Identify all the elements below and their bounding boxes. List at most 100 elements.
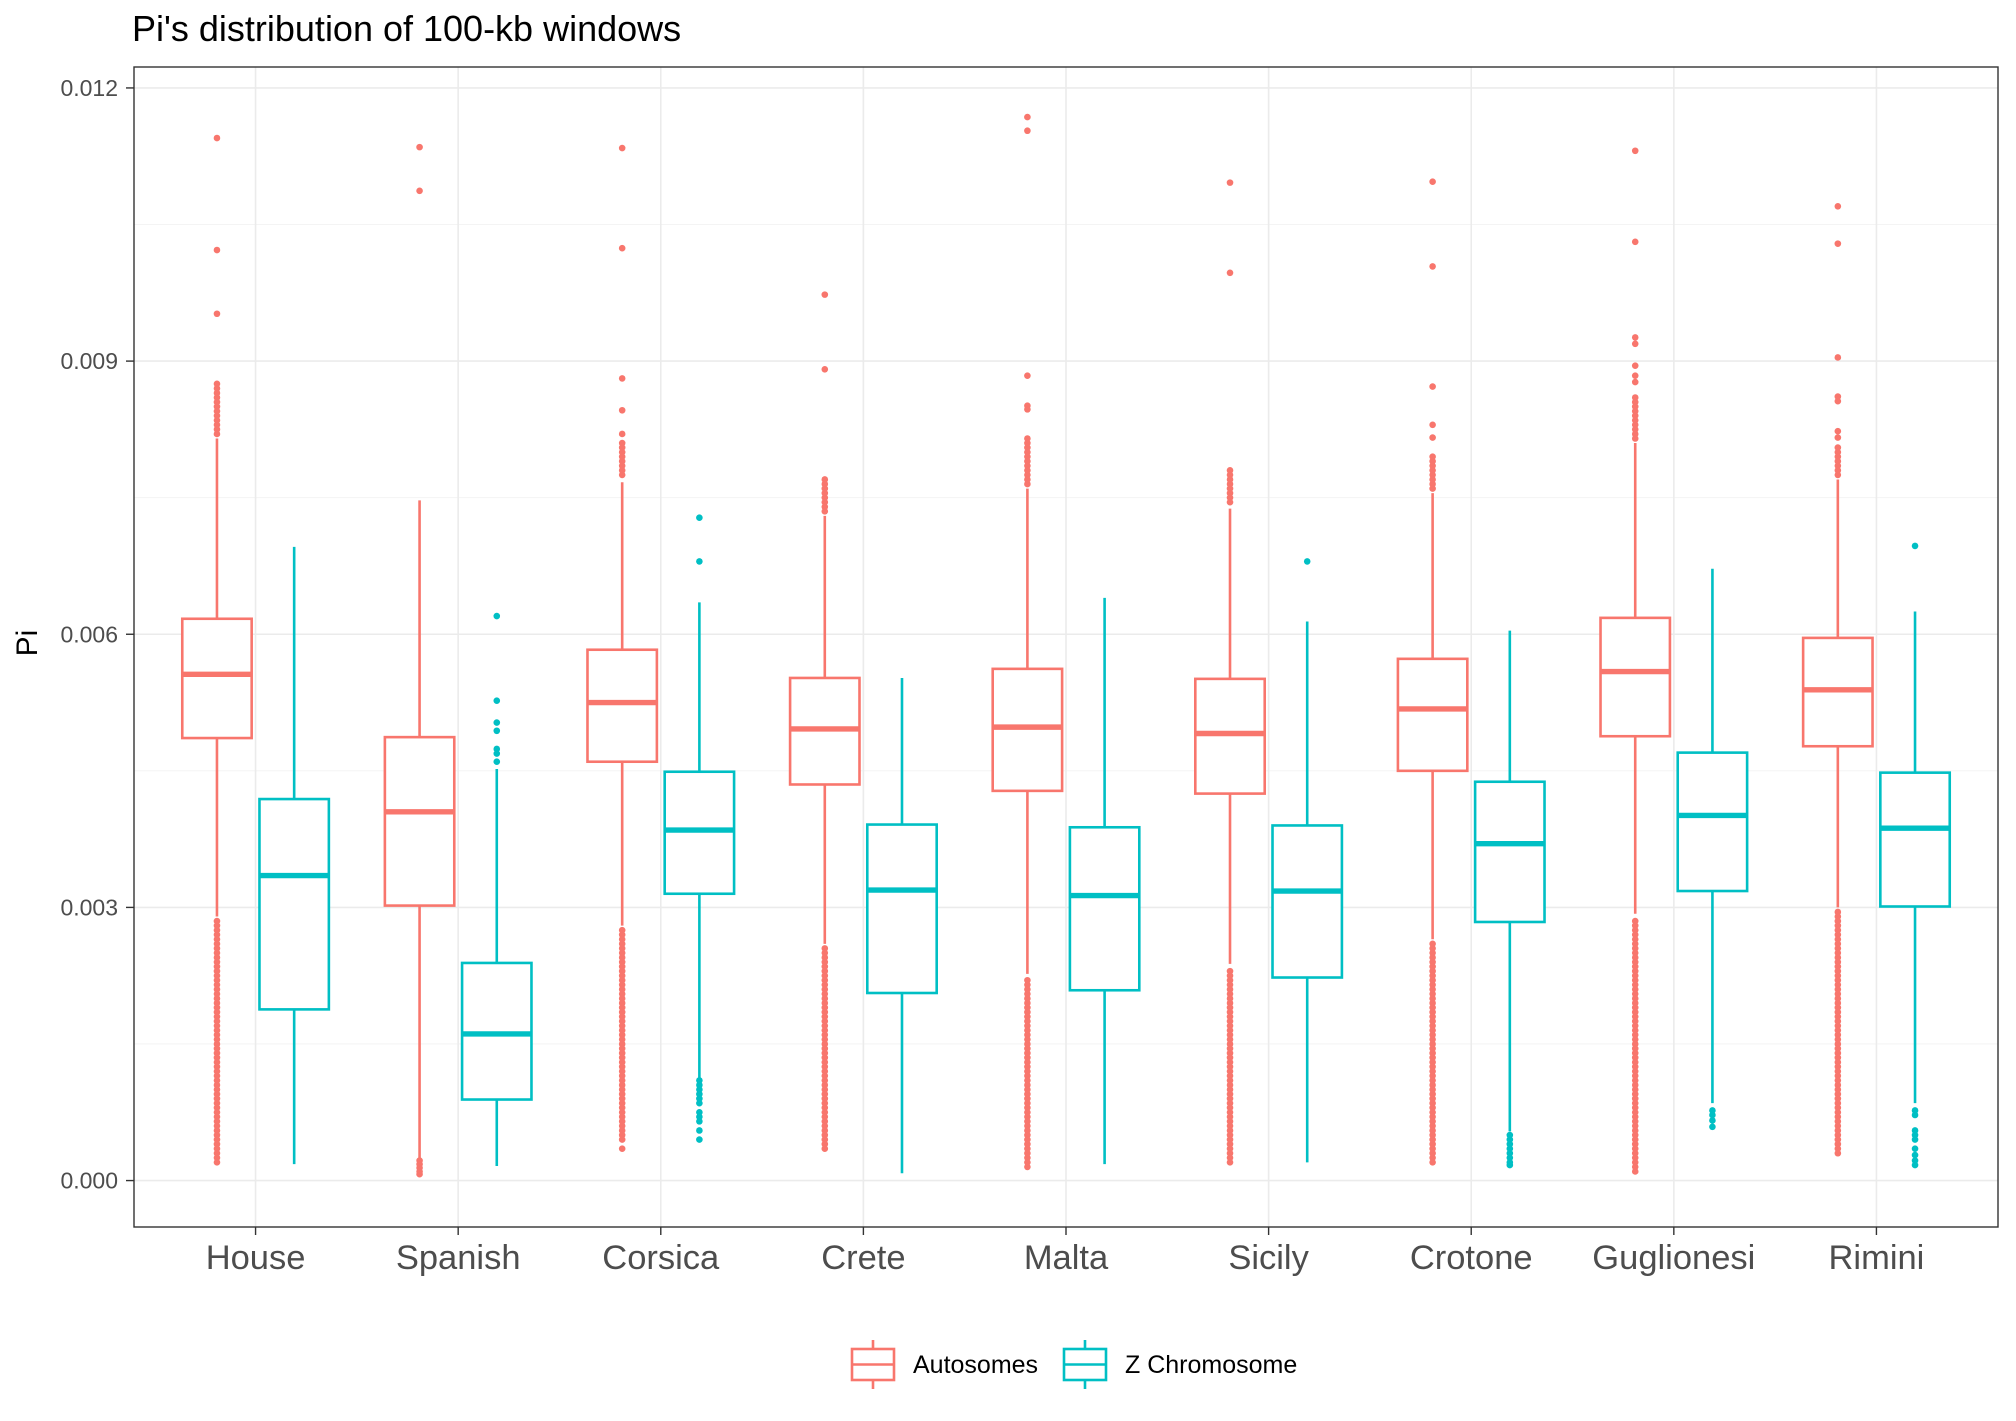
outlier-point xyxy=(1506,1161,1514,1169)
outlier-point xyxy=(213,310,221,318)
outlier-point xyxy=(213,1045,221,1052)
outlier-point xyxy=(618,1118,626,1125)
outlier-point xyxy=(1226,1149,1234,1157)
outlier-point xyxy=(1024,1072,1031,1080)
outlier-point xyxy=(493,719,501,726)
outlier-point xyxy=(1834,1068,1842,1075)
outlier-point xyxy=(1024,1104,1031,1112)
outlier-point xyxy=(696,1113,703,1121)
x-tick-label: Malta xyxy=(1024,1239,1109,1277)
outlier-point xyxy=(696,514,703,522)
outlier-point xyxy=(1429,949,1436,957)
outlier-point xyxy=(1506,1149,1514,1157)
outlier-point xyxy=(821,1090,829,1098)
outlier-point xyxy=(1226,1049,1234,1057)
outlier-point xyxy=(1631,1140,1639,1148)
outlier-point xyxy=(618,931,626,939)
outlier-point xyxy=(1834,976,1842,984)
outlier-point xyxy=(1911,1131,1919,1139)
outlier-point xyxy=(821,503,829,511)
outlier-point xyxy=(821,1140,829,1148)
outlier-point xyxy=(821,1127,829,1134)
outlier-point xyxy=(1631,990,1639,998)
outlier-point xyxy=(1226,1086,1234,1093)
outlier-point xyxy=(1631,922,1639,929)
outlier-point xyxy=(1226,990,1234,998)
outlier-point xyxy=(1631,1040,1639,1048)
outlier-point xyxy=(1024,1140,1031,1148)
outlier-point xyxy=(213,967,221,975)
outlier-point xyxy=(213,426,221,433)
box-autosomes-house xyxy=(180,617,253,740)
outlier-point xyxy=(213,1108,221,1116)
outlier-point xyxy=(618,1004,626,1011)
outlier-point xyxy=(1631,1013,1639,1020)
outlier-point xyxy=(1709,1111,1716,1119)
outlier-point xyxy=(1024,981,1031,989)
outlier-point xyxy=(696,1090,703,1098)
outlier-point xyxy=(213,416,221,424)
outlier-point xyxy=(821,999,829,1007)
outlier-point xyxy=(618,954,626,961)
outlier-point xyxy=(1024,1159,1031,1166)
outlier-point xyxy=(1429,1104,1436,1112)
outlier-point xyxy=(1834,1095,1842,1102)
outlier-point xyxy=(1631,1104,1639,1112)
outlier-point xyxy=(1631,976,1639,984)
outlier-point xyxy=(1631,1131,1639,1139)
outlier-point xyxy=(1631,1068,1639,1075)
outlier-point xyxy=(1631,398,1639,406)
outlier-point xyxy=(213,1068,221,1075)
outlier-point xyxy=(213,931,221,939)
outlier-point xyxy=(821,1063,829,1071)
outlier-point xyxy=(1226,1108,1234,1116)
outlier-point xyxy=(1429,457,1436,465)
outlier-point xyxy=(1226,1090,1234,1098)
outlier-point xyxy=(1631,416,1639,424)
outlier-point xyxy=(1226,972,1234,979)
outlier-point xyxy=(618,1022,626,1030)
outlier-point xyxy=(618,958,626,966)
outlier-point xyxy=(1631,430,1639,438)
outlier-point xyxy=(1226,976,1234,984)
outlier-point xyxy=(1429,1159,1436,1166)
outlier-point xyxy=(1429,999,1436,1007)
outlier-point xyxy=(821,1072,829,1080)
outlier-point xyxy=(618,462,626,470)
outlier-point xyxy=(1834,1104,1842,1112)
outlier-point xyxy=(1429,1068,1436,1075)
outlier-point xyxy=(1024,995,1031,1002)
outlier-point xyxy=(1631,986,1639,993)
outlier-point xyxy=(618,1095,626,1102)
outlier-point xyxy=(1709,1123,1716,1131)
outlier-point xyxy=(213,1031,221,1039)
outlier-point xyxy=(1024,480,1031,488)
outlier-point xyxy=(416,143,423,151)
outlier-point xyxy=(213,1104,221,1112)
outlier-point xyxy=(1024,1013,1031,1020)
outlier-point xyxy=(1834,240,1842,247)
outlier-point xyxy=(213,1090,221,1098)
outlier-point xyxy=(821,1104,829,1112)
outlier-point xyxy=(1709,1117,1716,1124)
outlier-point xyxy=(1429,1077,1436,1084)
outlier-point xyxy=(1834,1077,1842,1084)
outlier-point xyxy=(1834,1108,1842,1116)
outlier-point xyxy=(1834,1027,1842,1034)
outlier-point xyxy=(1834,926,1842,934)
y-tick-label: 0.012 xyxy=(60,75,118,101)
outlier-point xyxy=(1226,480,1234,488)
outlier-point xyxy=(821,945,829,952)
outlier-point xyxy=(1911,1151,1919,1159)
outlier-point xyxy=(213,412,221,420)
outlier-point xyxy=(1834,1022,1842,1030)
outlier-point xyxy=(1024,1086,1031,1093)
outlier-point xyxy=(1429,476,1436,483)
outlier-point xyxy=(1429,1027,1436,1034)
outlier-point xyxy=(1024,1090,1031,1098)
box-z-chromosome-house xyxy=(258,797,331,1011)
outlier-point xyxy=(1834,1031,1842,1039)
outlier-point xyxy=(213,421,221,429)
outlier-point xyxy=(618,1122,626,1130)
